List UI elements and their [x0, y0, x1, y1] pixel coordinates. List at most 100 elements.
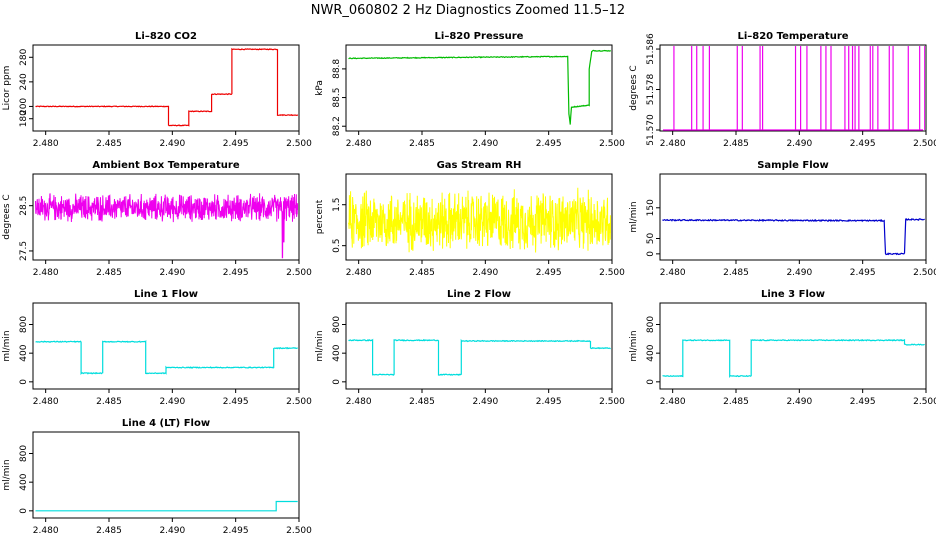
x-tick-label: 2.495	[223, 268, 249, 278]
y-tick-label: 400	[19, 344, 29, 361]
x-tick-label: 2.495	[223, 526, 249, 536]
x-tick-label: 2.490	[159, 139, 185, 149]
y-tick-label: 800	[332, 316, 342, 333]
x-tick-label: 2.495	[850, 397, 876, 407]
y-tick-label: 88.8	[332, 59, 342, 79]
x-tick-label: 2.480	[33, 268, 59, 278]
x-tick-label: 2.480	[346, 139, 372, 149]
x-tick-label: 2.490	[159, 397, 185, 407]
series-line	[35, 193, 298, 259]
chart-panel: Li–820 CO2 Licor ppm 2.480 2.485 2.490 2.495 2…	[2, 31, 312, 149]
chart-panel: Li–820 Temperature degrees C 2.480 2.485 2.4…	[629, 31, 936, 149]
panel-title: Li–820 Pressure	[435, 31, 524, 42]
plot-frame	[345, 302, 613, 390]
panel-title: Line 1 Flow	[134, 289, 198, 300]
x-tick-label: 2.490	[159, 526, 185, 536]
y-tick-label: 51.570	[646, 114, 656, 146]
x-tick-label: 2.500	[286, 139, 312, 149]
y-axis-label: ml/min	[2, 330, 12, 361]
x-tick-label: 2.495	[850, 139, 876, 149]
x-tick-label: 2.480	[660, 139, 686, 149]
y-tick-label: 240	[19, 73, 29, 90]
x-tick-label: 2.500	[286, 397, 312, 407]
plot-frame	[659, 302, 927, 390]
x-tick-label: 2.485	[409, 268, 435, 278]
y-axis-label: ml/min	[629, 330, 639, 361]
x-tick-label: 2.490	[472, 139, 498, 149]
plot-frame	[32, 302, 300, 390]
y-tick-label: 0	[19, 379, 29, 385]
y-tick-label: 0.5	[332, 239, 342, 253]
chart-panel: Li–820 Pressure kPa 2.480 2.485 2.490 2.495 2.…	[315, 31, 625, 149]
y-axis-label: Licor ppm	[2, 66, 12, 111]
chart-panel: Line 3 Flow ml/min 2.480 2.485 2.490 2.495 2.5…	[629, 289, 936, 407]
panel-title: Line 3 Flow	[761, 289, 825, 300]
chart-panel: Ambient Box Temperature degrees C 2.480 2.4…	[2, 160, 312, 278]
y-axis-label: ml/min	[315, 330, 325, 361]
chart-panel: Line 1 Flow ml/min 2.480 2.485 2.490 2.495 2.5…	[2, 289, 312, 407]
panel-title: Li–820 Temperature	[737, 31, 848, 42]
x-tick-label: 2.485	[96, 397, 122, 407]
panel-title: Li–820 CO2	[135, 31, 197, 42]
x-tick-label: 2.490	[786, 268, 812, 278]
y-tick-label: 0	[646, 379, 656, 385]
panel-title: Line 2 Flow	[447, 289, 511, 300]
x-tick-label: 2.480	[33, 397, 59, 407]
y-axis-label: ml/min	[2, 459, 12, 490]
y-tick-label: 200	[19, 98, 29, 115]
x-tick-label: 2.485	[96, 526, 122, 536]
x-tick-label: 2.480	[33, 526, 59, 536]
y-tick-label: 0	[646, 251, 656, 257]
x-tick-label: 2.490	[159, 268, 185, 278]
y-tick-label: 400	[332, 344, 342, 361]
y-tick-label: 400	[19, 473, 29, 490]
panel-title: Ambient Box Temperature	[92, 160, 239, 171]
y-tick-label: 50	[646, 233, 656, 245]
page-title: NWR_060802 2 Hz Diagnostics Zoomed 11.5–…	[311, 3, 625, 18]
panel-title: Line 4 (LT) Flow	[122, 418, 210, 429]
x-tick-label: 2.495	[850, 268, 876, 278]
x-tick-label: 2.500	[913, 397, 936, 407]
x-tick-label: 2.480	[346, 268, 372, 278]
series-line	[35, 339, 298, 376]
series-line	[348, 338, 611, 376]
series-line	[35, 47, 298, 127]
plot-frame	[345, 173, 613, 261]
plot-frame	[32, 173, 300, 261]
chart-panel: Sample Flow ml/min 2.480 2.485 2.490 2.495 2.5…	[629, 160, 936, 278]
x-tick-label: 2.485	[409, 139, 435, 149]
plot-frame	[32, 431, 300, 519]
x-tick-label: 2.490	[786, 397, 812, 407]
chart-panel: Gas Stream RH percent 2.480 2.485 2.490 2.495…	[315, 160, 625, 278]
x-tick-label: 2.480	[660, 268, 686, 278]
y-tick-label: 800	[19, 445, 29, 462]
y-axis-label: ml/min	[629, 201, 639, 232]
y-axis-label: degrees C	[2, 194, 12, 239]
x-tick-label: 2.500	[599, 397, 625, 407]
plot-frame	[659, 173, 927, 261]
y-tick-label: 0	[332, 379, 342, 385]
x-tick-label: 2.485	[96, 268, 122, 278]
x-tick-label: 2.495	[223, 397, 249, 407]
x-tick-label: 2.500	[913, 268, 936, 278]
y-tick-label: 150	[646, 199, 656, 216]
x-tick-label: 2.500	[286, 268, 312, 278]
series-line	[348, 49, 611, 125]
chart-panel: Line 2 Flow ml/min 2.480 2.485 2.490 2.495 2.5…	[315, 289, 625, 407]
plot-frame	[32, 44, 300, 132]
panel-title: Gas Stream RH	[437, 160, 522, 171]
y-tick-label: 180	[19, 110, 29, 127]
x-tick-label: 2.490	[472, 268, 498, 278]
x-tick-label: 2.500	[286, 526, 312, 536]
series-line	[662, 338, 925, 379]
x-tick-label: 2.485	[723, 397, 749, 407]
x-tick-label: 2.490	[786, 139, 812, 149]
x-tick-label: 2.500	[913, 139, 936, 149]
x-tick-label: 2.485	[723, 268, 749, 278]
panel-title: Sample Flow	[757, 160, 829, 171]
y-tick-label: 400	[646, 344, 656, 361]
series-line	[35, 500, 298, 512]
x-tick-label: 2.480	[660, 397, 686, 407]
y-tick-label: 88.2	[332, 116, 342, 136]
